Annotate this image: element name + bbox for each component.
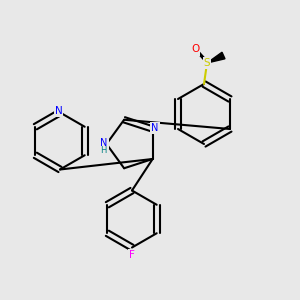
Text: F: F	[129, 250, 135, 260]
Polygon shape	[207, 52, 225, 63]
Text: S: S	[204, 58, 210, 68]
Text: H: H	[100, 146, 107, 155]
Text: N: N	[100, 138, 108, 148]
Text: N: N	[151, 123, 159, 133]
Text: O: O	[191, 44, 199, 55]
Text: N: N	[55, 106, 62, 116]
